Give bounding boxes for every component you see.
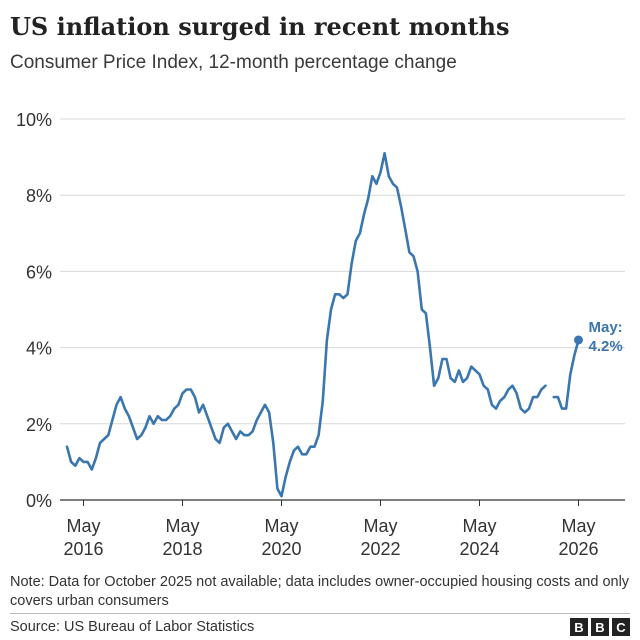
annotation-value: 4.2% [589, 338, 623, 355]
x-tick-label-year: 2018 [162, 539, 202, 559]
logo-letter: B [591, 618, 609, 636]
y-tick-label: 6% [26, 262, 52, 282]
series-lines [65, 152, 580, 498]
y-tick-label: 0% [26, 491, 52, 511]
x-tick-label-year: 2026 [558, 539, 598, 559]
chart-source: Source: US Bureau of Labor Statistics [10, 619, 255, 635]
cpi-series-line [65, 152, 547, 498]
footer-divider [10, 613, 630, 614]
y-tick-label: 10% [16, 110, 52, 130]
cpi-series-line [552, 338, 580, 410]
x-tick-label-month: May [165, 516, 199, 536]
y-tick-label: 8% [26, 186, 52, 206]
chart-note: Note: Data for October 2025 not availabl… [10, 574, 630, 609]
logo-letter: C [612, 618, 630, 636]
chart-subtitle: Consumer Price Index, 12-month percentag… [10, 52, 457, 73]
x-tick-label-year: 2024 [459, 539, 499, 559]
x-tick-label-month: May [264, 516, 298, 536]
end-annotation: May: 4.2% [574, 319, 623, 355]
logo-letter: B [570, 618, 588, 636]
latest-point-marker [574, 335, 583, 345]
x-tick-label-month: May [363, 516, 397, 536]
chart-title: US inflation surged in recent months [10, 12, 510, 41]
x-tick-label-year: 2022 [360, 539, 400, 559]
line-chart: 0% 2% 4% 6% 8% 10% May 2016 May 2018 May 2020 May 20… [16, 110, 625, 559]
x-tick-label-month: May [561, 516, 595, 536]
y-tick-label: 4% [26, 339, 52, 359]
x-tick-label-month: May [462, 516, 496, 536]
bbc-logo: B B C [570, 618, 630, 636]
y-axis-labels: 0% 2% 4% 6% 8% 10% [16, 110, 52, 511]
annotation-label: May: [589, 319, 623, 336]
gridlines [60, 118, 625, 501]
x-tick-label-year: 2016 [63, 539, 103, 559]
y-tick-label: 2% [26, 415, 52, 435]
x-tick-label-year: 2020 [261, 539, 301, 559]
x-tick-label-month: May [66, 516, 100, 536]
x-axis: May 2016 May 2018 May 2020 May 2022 May 2024 May 20… [63, 500, 599, 559]
